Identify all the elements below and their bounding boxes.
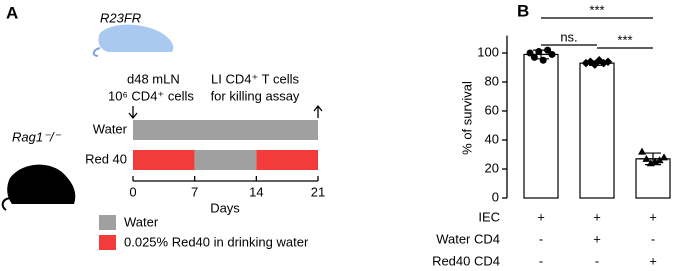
harvest-text: for killing assay [211, 88, 300, 103]
significance-label: ns. [560, 29, 577, 44]
timeline-segment [133, 120, 318, 140]
y-tick-label: 100 [477, 44, 499, 59]
timeline-segment [194, 150, 257, 170]
condition-sign: + [649, 209, 657, 224]
timeline-segment [256, 150, 318, 170]
condition-sign: + [593, 209, 601, 224]
condition-sign: + [593, 231, 601, 246]
legend-label: 0.025% Red40 in drinking water [124, 234, 309, 249]
donor-mouse [98, 24, 174, 52]
x-axis-title: Days [210, 200, 240, 215]
condition-sign: - [539, 253, 543, 268]
y-tick-label: 80 [485, 73, 499, 88]
y-tick-label: 20 [485, 160, 499, 175]
bar [579, 62, 615, 199]
data-point [539, 56, 547, 64]
legend-swatch [99, 235, 116, 250]
significance-label: *** [617, 32, 632, 47]
condition-sign: + [649, 253, 657, 268]
data-point [638, 147, 646, 155]
x-tick-label: 7 [191, 184, 198, 199]
y-tick-label: 0 [492, 189, 499, 204]
transfer-text: 10⁶ CD4⁺ cells [108, 88, 194, 103]
condition-sign: - [539, 231, 543, 246]
donor-tail [92, 47, 101, 57]
condition-sign: - [651, 231, 655, 246]
data-point [655, 156, 664, 164]
significance-label: *** [589, 2, 604, 17]
bar [523, 53, 559, 199]
x-tick-label: 14 [249, 184, 263, 199]
x-tick-label: 0 [129, 184, 136, 199]
recipient-label: Rag1⁻/⁻ [12, 129, 62, 144]
y-tick-label: 60 [485, 102, 499, 117]
arrow-down [128, 106, 138, 120]
y-tick-label: 40 [485, 131, 499, 146]
legend-swatch [99, 215, 116, 230]
data-point [526, 49, 534, 57]
transfer-text: d48 mLN [127, 71, 180, 86]
data-point [660, 153, 668, 161]
condition-label: IEC [478, 209, 500, 224]
data-point [548, 50, 556, 58]
data-point [535, 48, 543, 56]
timeline-segment [133, 150, 195, 170]
condition-label: Water CD4 [436, 231, 500, 246]
harvest-text: LI CD4⁺ T cells [211, 71, 300, 86]
condition-sign: - [595, 253, 599, 268]
x-tick-label: 21 [311, 184, 325, 199]
condition-label: Red40 CD4 [432, 253, 500, 268]
recipient-tail [1, 197, 13, 211]
row-label: Water [93, 121, 128, 136]
panel-label: A [6, 3, 18, 22]
legend-label: Water [124, 214, 159, 229]
y-axis-title: % of survival [459, 81, 474, 155]
data-point [642, 154, 651, 162]
row-label: Red 40 [85, 151, 127, 166]
data-point [530, 53, 538, 61]
arrow-up [313, 104, 323, 118]
panel-label: B [517, 1, 529, 20]
data-point [544, 46, 552, 54]
condition-sign: + [537, 209, 545, 224]
recipient-mouse [7, 164, 76, 204]
donor-label: R23FR [100, 10, 141, 25]
